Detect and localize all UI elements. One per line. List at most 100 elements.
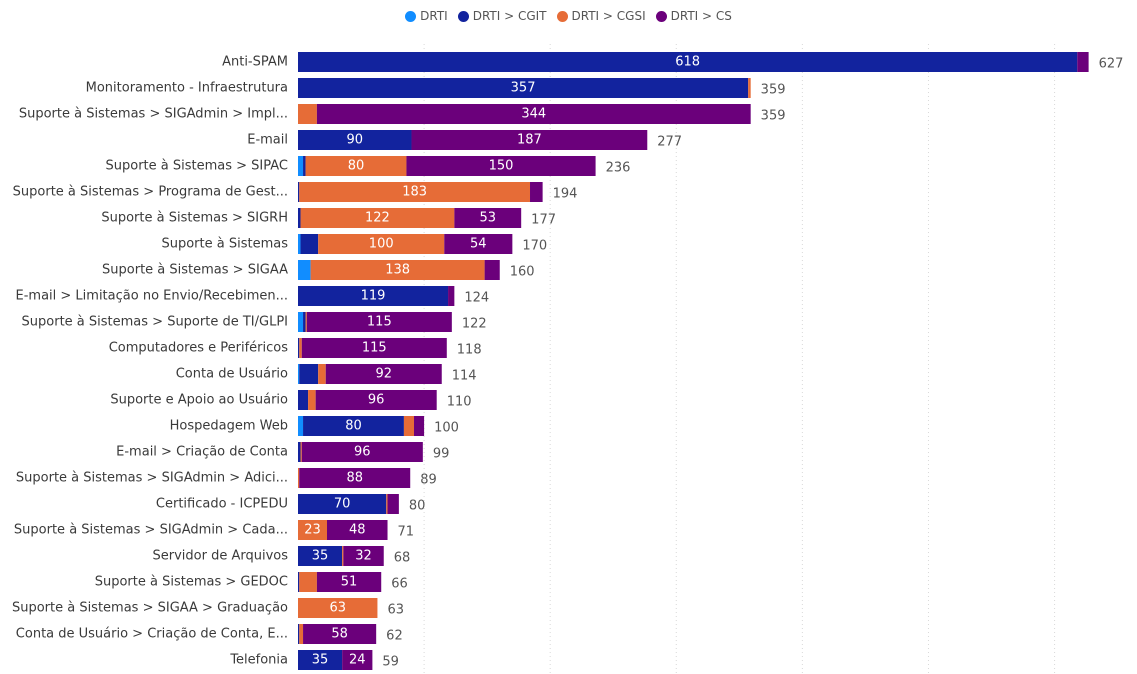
bar-segment[interactable]	[411, 130, 648, 150]
bar-segment[interactable]	[406, 156, 596, 176]
category-label: Conta de Usuário	[176, 367, 288, 382]
bar-segment[interactable]	[298, 338, 300, 358]
segment-label: 96	[354, 445, 371, 460]
bar-segment[interactable]	[298, 234, 301, 254]
bar-segment[interactable]	[299, 338, 302, 358]
bar-segment[interactable]	[298, 390, 309, 410]
bar-segment[interactable]	[298, 208, 301, 228]
segment-label: 115	[362, 341, 387, 356]
bar-segment[interactable]	[530, 182, 543, 202]
bar-segment[interactable]	[308, 390, 316, 410]
bar-segment[interactable]	[748, 78, 751, 98]
total-label: 110	[447, 395, 472, 410]
bar-segment[interactable]	[303, 156, 306, 176]
bar-segment[interactable]	[298, 442, 301, 462]
bar-segment[interactable]	[310, 260, 485, 280]
segment-label: 138	[385, 263, 410, 278]
total-label: 71	[398, 525, 415, 540]
segment-label: 23	[304, 523, 321, 538]
bar-segment[interactable]	[298, 520, 328, 540]
segment-label: 58	[331, 627, 348, 642]
bar-segment[interactable]	[298, 78, 749, 98]
segment-label: 183	[402, 185, 427, 200]
bar-segment[interactable]	[298, 312, 304, 332]
bar-segment[interactable]	[298, 286, 449, 306]
bar-segment[interactable]	[318, 234, 445, 254]
legend-item[interactable]: DRTI > CS	[655, 9, 732, 23]
total-label: 194	[553, 187, 578, 202]
segment-label: 48	[349, 523, 366, 538]
bar-segment[interactable]	[444, 234, 513, 254]
bar-segment[interactable]	[303, 624, 377, 644]
category-label: Servidor de Arquivos	[153, 549, 289, 564]
bar-segment[interactable]	[298, 364, 300, 384]
bar-segment[interactable]	[316, 572, 382, 592]
legend-marker	[655, 10, 667, 22]
segment-label: 187	[517, 133, 542, 148]
bar-segment[interactable]	[298, 130, 412, 150]
legend-item[interactable]: DRTI > CGIT	[457, 9, 547, 23]
bar-segment[interactable]	[299, 468, 411, 488]
legend-label: DRTI > CS	[670, 9, 732, 23]
segment-label: 90	[346, 133, 363, 148]
bar-segment[interactable]	[342, 546, 344, 566]
legend-item[interactable]: DRTI > CGSI	[556, 9, 646, 23]
total-label: 114	[452, 369, 477, 384]
total-label: 118	[457, 343, 482, 358]
bar-segment[interactable]	[454, 208, 522, 228]
segment-label: 80	[348, 159, 365, 174]
bar-segment[interactable]	[299, 182, 531, 202]
bar-segment[interactable]	[414, 416, 425, 436]
bar-segment[interactable]	[300, 208, 455, 228]
bar-segment[interactable]	[298, 182, 300, 202]
bar-segment[interactable]	[298, 650, 343, 670]
bar-segment[interactable]	[300, 442, 302, 462]
bar-segment[interactable]	[305, 312, 307, 332]
bar-segment[interactable]	[343, 546, 384, 566]
total-label: 124	[464, 291, 489, 306]
bar-segment[interactable]	[484, 260, 500, 280]
bar-segment[interactable]	[1077, 52, 1089, 72]
bar-segment[interactable]	[298, 598, 378, 618]
bar-segment[interactable]	[298, 572, 300, 592]
bar-segment[interactable]	[300, 234, 319, 254]
bar-segment[interactable]	[298, 624, 300, 644]
bar-segment[interactable]	[327, 520, 388, 540]
bar-segment[interactable]	[342, 650, 373, 670]
chart-legend: DRTI DRTI > CGIT DRTI > CGSI DRTI > CS	[0, 6, 1137, 26]
bar-segment[interactable]	[298, 156, 304, 176]
bar-segment[interactable]	[386, 494, 388, 514]
bar-segment[interactable]	[448, 286, 455, 306]
bar-segment[interactable]	[316, 104, 751, 124]
bar-segment[interactable]	[315, 390, 437, 410]
segment-label: 54	[470, 237, 487, 252]
bar-segment[interactable]	[298, 104, 317, 124]
legend-item[interactable]: DRTI	[405, 9, 448, 23]
bar-segment[interactable]	[303, 312, 306, 332]
bar-segment[interactable]	[298, 416, 304, 436]
bar-segment[interactable]	[298, 494, 387, 514]
bar-segment[interactable]	[387, 494, 399, 514]
bar-segment[interactable]	[325, 364, 442, 384]
bar-segment[interactable]	[299, 624, 304, 644]
bar-segment[interactable]	[306, 312, 452, 332]
bar-segment[interactable]	[301, 338, 447, 358]
bar-segment[interactable]	[299, 572, 317, 592]
bar-segment[interactable]	[298, 52, 1078, 72]
bar-segment[interactable]	[298, 546, 343, 566]
bar-segment[interactable]	[301, 442, 423, 462]
category-label: Suporte à Sistemas > Suporte de TI/GLPI	[22, 315, 288, 330]
category-label: Suporte à Sistemas > SIGAdmin > Adici...	[16, 471, 288, 486]
category-label: Suporte à Sistemas > SIPAC	[106, 159, 289, 174]
bar-segment[interactable]	[403, 416, 415, 436]
total-label: 89	[420, 473, 437, 488]
bar-segment[interactable]	[303, 416, 404, 436]
total-label: 177	[531, 213, 556, 228]
category-label: E-mail > Limitação no Envio/Recebimen...	[16, 289, 288, 304]
bar-segment[interactable]	[305, 156, 407, 176]
bar-segment[interactable]	[318, 364, 326, 384]
bar-segment[interactable]	[298, 260, 311, 280]
bar-segment[interactable]	[299, 364, 319, 384]
bar-segment[interactable]	[298, 468, 300, 488]
